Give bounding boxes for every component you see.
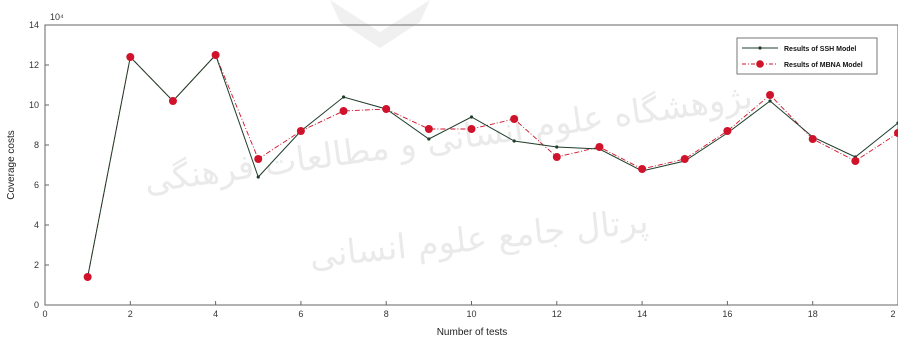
watermark: پژوهشگاه علوم انسانی و مطالعات فرهنگی پر… [142,0,755,277]
mbna-point [723,127,732,135]
series-layer [83,51,898,281]
mbna-point [254,155,263,163]
x-tick-label: 10 [466,309,476,319]
watermark-line-2: پرتال جامع علوم انسانی [307,201,650,276]
y-tick-label: 6 [34,180,39,190]
x-tick-label: 6 [298,309,303,319]
x-tick-label: 16 [722,309,732,319]
mbna-point [808,135,817,143]
x-tick-label: 8 [384,309,389,319]
mbna-point [680,155,689,163]
y-axis-multiplier: 10⁴ [50,12,64,22]
ssh-point [341,95,346,99]
mbna-point [851,157,860,165]
legend: Results of SSH Model Results of MBNA Mod… [736,37,878,75]
mbna-point [168,97,177,105]
mbna-point [296,127,305,135]
ssh-point [256,175,260,179]
x-tick-label: 2 [890,309,895,319]
mbna-point [766,91,775,99]
mbna-point [467,125,476,133]
x-axis-label: Number of tests [437,327,508,337]
ssh-point [469,115,474,119]
y-tick-label: 2 [34,260,39,270]
x-tick-label: 0 [42,309,47,319]
y-tick-label: 12 [29,60,39,70]
series-mbna-line [87,54,898,278]
ssh-point [427,137,431,141]
series-ssh-line [87,54,898,278]
mbna-point [552,153,561,161]
y-tick-label: 4 [34,220,39,230]
mbna-point [510,115,519,123]
x-tick-label: 14 [637,309,647,319]
mbna-point [211,51,220,59]
watermark-line-1: پژوهشگاه علوم انسانی و مطالعات فرهنگی [142,77,755,202]
mbna-point [595,143,604,151]
y-tick-label: 8 [34,140,39,150]
mbna-point [83,273,92,281]
y-tick-label: 14 [29,20,39,30]
legend-box [736,37,878,75]
y-axis-ticks: 0 2 4 6 8 10 12 14 [29,20,49,310]
y-tick-label: 0 [34,300,39,310]
y-tick-label: 10 [29,100,39,110]
ssh-point [512,139,516,143]
ssh-point [768,99,772,103]
x-tick-label: 2 [128,309,133,319]
ssh-point [555,145,559,149]
mbna-point [339,107,348,115]
legend-mbna-marker [756,60,764,68]
y-axis-label: Coverage costs [6,130,17,199]
mbna-point [382,105,391,113]
mbna-point [894,129,898,137]
mbna-point [126,53,135,61]
x-tick-label: 18 [808,309,818,319]
mbna-point [424,125,433,133]
legend-ssh-marker [758,46,762,50]
watermark-emblem-icon [330,0,430,48]
mbna-point [638,165,647,173]
x-axis-ticks: 0 2 4 6 8 10 12 14 16 18 2 [42,301,898,319]
legend-mbna-label: Results of MBNA Model [784,62,863,69]
legend-ssh-label: Results of SSH Model [784,46,856,53]
x-tick-label: 12 [552,309,562,319]
x-tick-label: 4 [213,309,218,319]
